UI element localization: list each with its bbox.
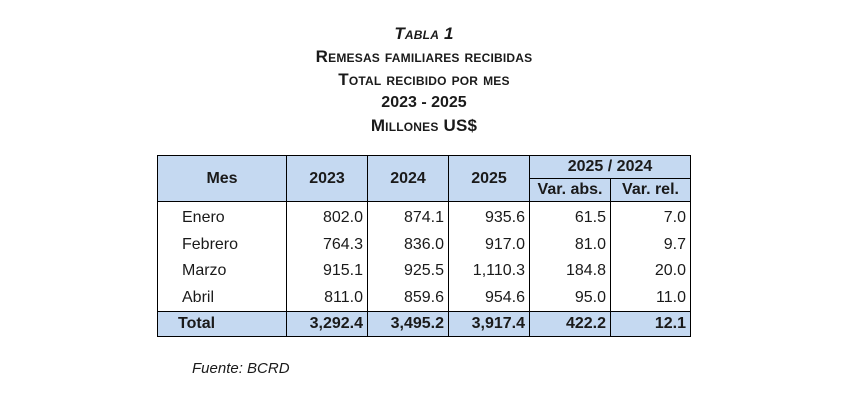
- header-2025: 2025: [448, 155, 530, 202]
- table-row: Febrero 764.3 836.0 917.0 81.0 9.7: [157, 231, 691, 258]
- cell-var-rel: 9.7: [610, 231, 691, 258]
- cell-var-rel: 11.0: [610, 284, 691, 312]
- cell-2025: 917.0: [448, 231, 530, 258]
- cell-2023: 802.0: [286, 201, 368, 232]
- table-title: Remesas familiares recibidas: [315, 47, 533, 66]
- remittances-table: Mes 2023 2024 2025 2025 / 2024 Var. abs.…: [157, 155, 691, 337]
- table-label: Tabla 1: [394, 24, 454, 43]
- cell-2025: 935.6: [448, 201, 530, 232]
- table-row: Abril 811.0 859.6 954.6 95.0 11.0: [157, 284, 691, 312]
- table-units: Millones US$: [370, 116, 478, 135]
- cell-var-abs: 184.8: [529, 258, 611, 285]
- table-row: Enero 802.0 874.1 935.6 61.5 7.0: [157, 201, 691, 232]
- header-2024: 2024: [367, 155, 449, 202]
- table-subtitle: Total recibido por mes: [338, 70, 510, 89]
- table-heading: Tabla 1 Remesas familiares recibidas Tot…: [0, 22, 848, 137]
- cell-mes: Abril: [157, 284, 287, 312]
- cell-2025: 954.6: [448, 284, 530, 312]
- cell-2024: 925.5: [367, 258, 449, 285]
- total-row: Total 3,292.4 3,495.2 3,917.4 422.2 12.1: [157, 311, 691, 337]
- cell-mes: Febrero: [157, 231, 287, 258]
- cell-var-rel: 20.0: [610, 258, 691, 285]
- header-var-rel: Var. rel.: [610, 178, 691, 202]
- cell-var-abs: 81.0: [529, 231, 611, 258]
- cell-var-abs: 95.0: [529, 284, 611, 312]
- cell-var-rel: 7.0: [610, 201, 691, 232]
- total-2024: 3,495.2: [367, 311, 449, 337]
- header-2023: 2023: [286, 155, 368, 202]
- header-var-abs: Var. abs.: [529, 178, 611, 202]
- cell-2024: 874.1: [367, 201, 449, 232]
- cell-mes: Marzo: [157, 258, 287, 285]
- source-note: Fuente: BCRD: [192, 360, 290, 377]
- table-row: Marzo 915.1 925.5 1,110.3 184.8 20.0: [157, 258, 691, 285]
- cell-mes: Enero: [157, 201, 287, 232]
- table-total: Total 3,292.4 3,495.2 3,917.4 422.2 12.1: [157, 311, 691, 337]
- header-mes: Mes: [157, 155, 287, 202]
- cell-2024: 836.0: [367, 231, 449, 258]
- total-2025: 3,917.4: [448, 311, 530, 337]
- total-2023: 3,292.4: [286, 311, 368, 337]
- cell-2024: 859.6: [367, 284, 449, 312]
- cell-2025: 1,110.3: [448, 258, 530, 285]
- cell-var-abs: 61.5: [529, 201, 611, 232]
- cell-2023: 811.0: [286, 284, 368, 312]
- header-variation-group: 2025 / 2024: [529, 155, 691, 179]
- total-label: Total: [157, 311, 287, 337]
- table-period: 2023 - 2025: [381, 94, 467, 111]
- table-header: Mes 2023 2024 2025 2025 / 2024 Var. abs.…: [157, 155, 691, 202]
- total-var-rel: 12.1: [610, 311, 691, 337]
- cell-2023: 764.3: [286, 231, 368, 258]
- cell-2023: 915.1: [286, 258, 368, 285]
- total-var-abs: 422.2: [529, 311, 611, 337]
- table-body: Enero 802.0 874.1 935.6 61.5 7.0 Febrero…: [157, 201, 691, 312]
